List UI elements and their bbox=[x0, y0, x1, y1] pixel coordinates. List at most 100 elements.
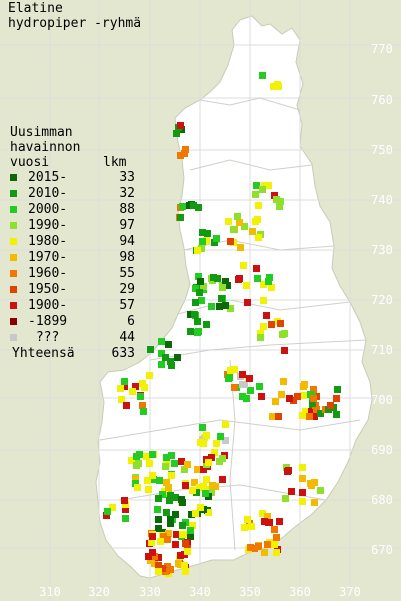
observation-square bbox=[194, 318, 201, 325]
observation-square bbox=[203, 432, 210, 439]
observation-square bbox=[205, 459, 212, 466]
observation-square bbox=[265, 182, 272, 189]
observation-square bbox=[306, 413, 313, 420]
observation-square bbox=[205, 509, 212, 516]
observation-square bbox=[149, 533, 156, 540]
observation-square bbox=[334, 386, 341, 393]
observation-square bbox=[198, 297, 205, 304]
legend-label: ??? bbox=[28, 330, 60, 345]
legend-swatch bbox=[10, 206, 17, 213]
observation-square bbox=[172, 541, 179, 548]
observation-square bbox=[164, 536, 171, 543]
legend-count: 55 bbox=[119, 266, 135, 281]
observation-square bbox=[182, 540, 189, 547]
observation-square bbox=[327, 402, 334, 409]
observation-square bbox=[286, 395, 293, 402]
observation-square bbox=[253, 265, 260, 272]
observation-square bbox=[248, 523, 255, 530]
observation-square bbox=[273, 534, 280, 541]
legend-item: 2010- 32 bbox=[10, 186, 135, 202]
observation-square bbox=[261, 182, 268, 189]
observation-square bbox=[244, 516, 251, 523]
legend-count: 29 bbox=[119, 282, 135, 297]
observation-square bbox=[167, 516, 174, 523]
observation-square bbox=[269, 413, 276, 420]
observation-square bbox=[302, 408, 309, 415]
observation-square bbox=[123, 402, 130, 409]
observation-square bbox=[133, 462, 140, 469]
observation-square bbox=[173, 130, 180, 137]
observation-square bbox=[148, 539, 155, 546]
observation-square bbox=[213, 235, 220, 242]
y-tick: 690 bbox=[371, 443, 393, 457]
observation-square bbox=[199, 229, 206, 236]
observation-square bbox=[203, 321, 210, 328]
legend-item: 1960- 55 bbox=[10, 266, 135, 282]
observation-square bbox=[145, 486, 152, 493]
observation-square bbox=[288, 488, 295, 495]
observation-square bbox=[208, 454, 215, 461]
observation-square bbox=[231, 366, 238, 373]
legend-swatch bbox=[10, 254, 17, 261]
observation-square bbox=[121, 378, 128, 385]
observation-square bbox=[217, 433, 224, 440]
observation-square bbox=[243, 282, 250, 289]
observation-square bbox=[160, 533, 167, 540]
observation-square bbox=[177, 552, 184, 559]
observation-square bbox=[146, 372, 153, 379]
observation-square bbox=[274, 81, 281, 88]
observation-square bbox=[251, 545, 258, 552]
observation-square bbox=[310, 395, 317, 402]
observation-square bbox=[173, 531, 180, 538]
observation-square bbox=[189, 522, 196, 529]
observation-square bbox=[222, 437, 229, 444]
legend-count: 88 bbox=[119, 202, 135, 217]
observation-square bbox=[265, 278, 272, 285]
observation-square bbox=[178, 458, 185, 465]
legend-label: 1970- bbox=[28, 250, 68, 265]
observation-square bbox=[200, 466, 207, 473]
observation-square bbox=[241, 524, 248, 531]
observation-square bbox=[309, 400, 316, 407]
y-tick: 750 bbox=[371, 143, 393, 157]
observation-square bbox=[260, 297, 267, 304]
observation-square bbox=[259, 510, 266, 517]
observation-square bbox=[109, 504, 116, 511]
title-line-2: hydropiper -ryhmä bbox=[8, 16, 142, 31]
observation-square bbox=[154, 506, 161, 513]
y-tick: 740 bbox=[371, 193, 393, 207]
observation-square bbox=[151, 560, 158, 567]
observation-square bbox=[266, 519, 273, 526]
observation-square bbox=[155, 562, 162, 569]
observation-square bbox=[230, 226, 237, 233]
observation-square bbox=[129, 388, 136, 395]
observation-square bbox=[158, 361, 165, 368]
observation-square bbox=[290, 397, 297, 404]
observation-square bbox=[187, 328, 194, 335]
x-tick: 350 bbox=[239, 585, 261, 599]
observation-square bbox=[168, 472, 175, 479]
observation-square bbox=[247, 544, 254, 551]
observation-square bbox=[241, 223, 248, 230]
legend-item: ??? 44 bbox=[10, 330, 135, 346]
observation-square bbox=[311, 479, 318, 486]
observation-square bbox=[159, 565, 166, 572]
observation-square bbox=[282, 495, 289, 502]
observation-square bbox=[200, 283, 207, 290]
observation-square bbox=[165, 530, 172, 537]
y-tick: 770 bbox=[371, 42, 393, 56]
observation-square bbox=[182, 482, 189, 489]
observation-square bbox=[276, 518, 283, 525]
observation-square bbox=[308, 408, 315, 415]
observation-square bbox=[103, 512, 110, 519]
observation-square bbox=[168, 452, 175, 459]
observation-square bbox=[227, 305, 234, 312]
observation-square bbox=[271, 526, 278, 533]
observation-square bbox=[163, 509, 170, 516]
legend-swatch bbox=[10, 238, 17, 245]
observation-square bbox=[199, 424, 206, 431]
observation-square bbox=[257, 330, 264, 337]
observation-square bbox=[147, 557, 154, 564]
observation-square bbox=[132, 480, 139, 487]
observation-square bbox=[261, 549, 268, 556]
